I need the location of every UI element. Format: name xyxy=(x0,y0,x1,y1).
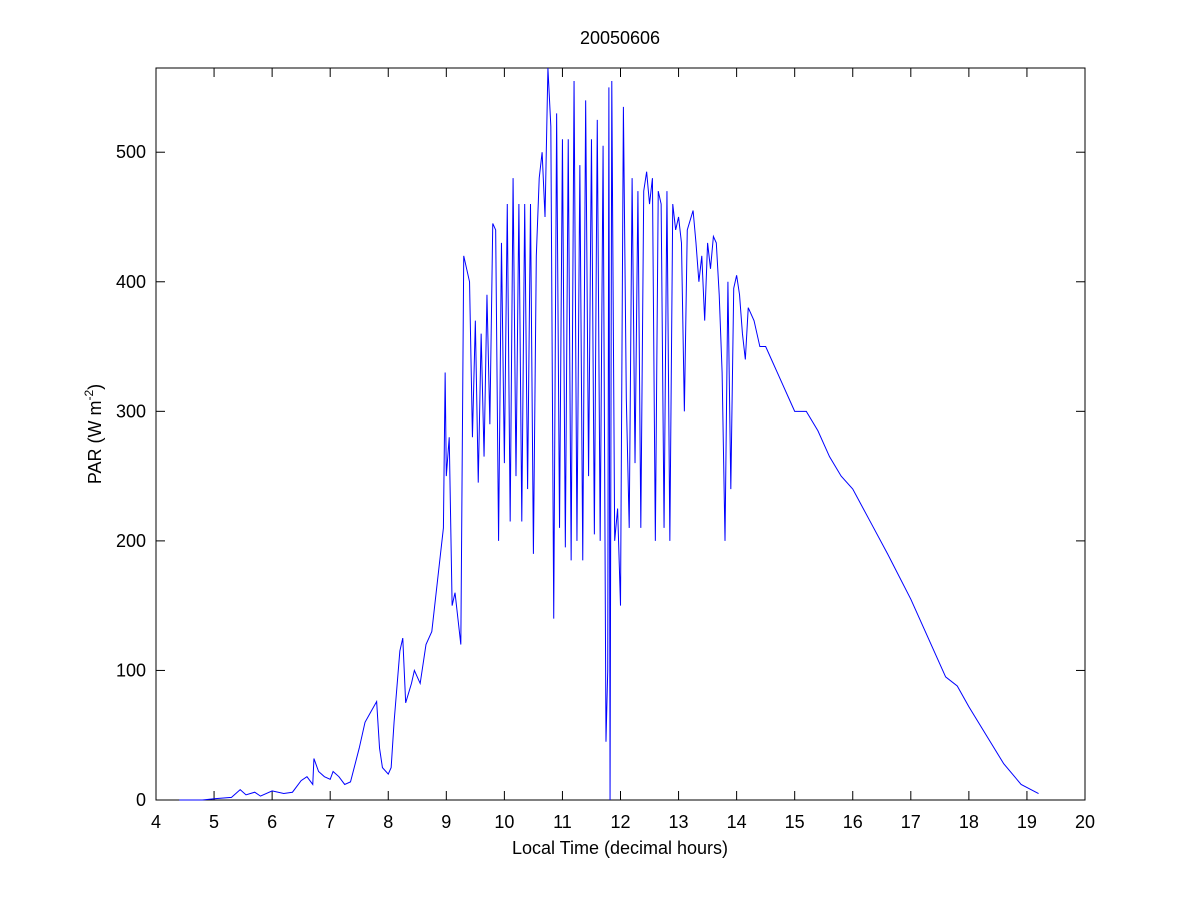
y-tick-label: 0 xyxy=(136,790,146,810)
x-tick-label: 15 xyxy=(785,812,805,832)
x-tick-label: 10 xyxy=(494,812,514,832)
y-tick-label: 300 xyxy=(116,401,146,421)
x-tick-label: 9 xyxy=(441,812,451,832)
x-tick-label: 13 xyxy=(669,812,689,832)
y-axis-label: PAR (W m-2) xyxy=(82,384,105,484)
x-tick-label: 17 xyxy=(901,812,921,832)
x-tick-label: 19 xyxy=(1017,812,1037,832)
x-tick-label: 4 xyxy=(151,812,161,832)
x-tick-label: 5 xyxy=(209,812,219,832)
x-axis-label: Local Time (decimal hours) xyxy=(512,838,728,858)
x-tick-label: 12 xyxy=(610,812,630,832)
chart-title: 20050606 xyxy=(580,28,660,48)
y-label-end: ) xyxy=(85,384,105,390)
y-tick-label: 200 xyxy=(116,531,146,551)
x-tick-label: 14 xyxy=(727,812,747,832)
x-tick-label: 6 xyxy=(267,812,277,832)
y-label-sup: -2 xyxy=(82,390,96,401)
y-label-text: PAR (W m xyxy=(85,401,105,485)
x-tick-label: 18 xyxy=(959,812,979,832)
x-tick-label: 7 xyxy=(325,812,335,832)
data-line xyxy=(179,67,1039,801)
x-tick-label: 16 xyxy=(843,812,863,832)
x-tick-label: 8 xyxy=(383,812,393,832)
y-tick-label: 500 xyxy=(116,142,146,162)
x-tick-label: 11 xyxy=(553,812,572,832)
y-tick-label: 400 xyxy=(116,272,146,292)
x-tick-label: 20 xyxy=(1075,812,1095,832)
y-tick-label: 100 xyxy=(116,660,146,680)
